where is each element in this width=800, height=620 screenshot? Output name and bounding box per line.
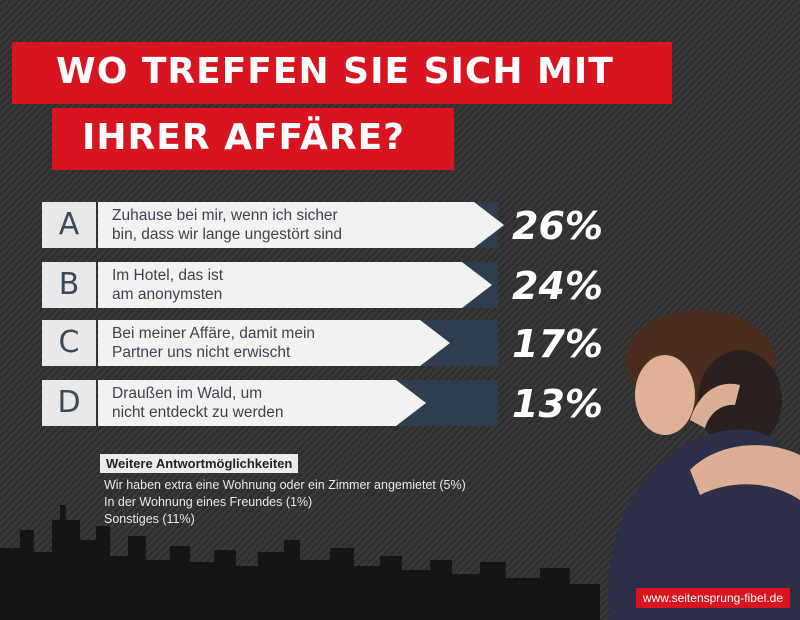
answer-row-b: B Im Hotel, das ist am anonymsten: [42, 262, 498, 308]
more-answer-item: Sonstiges (11%): [104, 512, 195, 526]
percent-label-c: 17%: [512, 322, 603, 366]
answer-line1: Bei meiner Affäre, damit mein: [112, 325, 316, 342]
answer-letter: A: [58, 207, 80, 242]
answer-row-c: C Bei meiner Affäre, damit mein Partner …: [42, 320, 498, 366]
answer-bar: [98, 262, 492, 308]
percent-label-d: 13%: [512, 382, 603, 426]
answer-letter: D: [57, 385, 81, 420]
letter-box: [42, 380, 96, 426]
answer-row-d: D Draußen im Wald, um nicht entdeckt zu …: [42, 380, 498, 426]
more-answer-item: Wir haben extra eine Wohnung oder ein Zi…: [104, 478, 466, 492]
answer-text: Bei meiner Affäre, damit mein Partner un…: [112, 324, 315, 362]
more-answer-item: In der Wohnung eines Freundes (1%): [104, 495, 313, 509]
answer-letter: C: [58, 325, 80, 360]
percent-label-a: 26%: [512, 204, 603, 248]
answer-line1: Im Hotel, das ist: [112, 267, 224, 284]
answer-text: Zuhause bei mir, wenn ich sicher bin, da…: [112, 206, 342, 244]
answer-line1: Draußen im Wald, um: [112, 385, 263, 402]
letter-box: [42, 320, 96, 366]
letter-box: [42, 262, 96, 308]
title-banner-line2: IHRER AFFÄRE?: [52, 108, 454, 170]
answer-line2: nicht entdeckt zu werden: [112, 404, 284, 421]
answer-bar: [98, 320, 450, 366]
answer-text: Draußen im Wald, um nicht entdeckt zu we…: [112, 384, 283, 422]
answer-row-a: A Zuhause bei mir, wenn ich sicher bin, …: [42, 202, 504, 248]
answer-line2: am anonymsten: [112, 286, 223, 303]
answer-letter: B: [58, 267, 80, 302]
more-answers-heading: Weitere Antwortmöglichkeiten: [100, 454, 299, 473]
title-line2: IHRER AFFÄRE?: [82, 117, 406, 158]
answer-line2: Partner uns nicht erwischt: [112, 344, 291, 361]
title-banner-line1: WO TREFFEN SIE SICH MIT: [12, 42, 672, 104]
website-link[interactable]: www.seitensprung-fibel.de: [635, 588, 790, 608]
answer-bar: [98, 202, 504, 248]
answer-line1: Zuhause bei mir, wenn ich sicher: [112, 207, 338, 224]
letter-box: [42, 202, 96, 248]
percent-label-b: 24%: [512, 264, 603, 308]
title-line1: WO TREFFEN SIE SICH MIT: [56, 51, 614, 92]
answer-text: Im Hotel, das ist am anonymsten: [112, 266, 223, 304]
answer-line2: bin, dass wir lange ungestört sind: [112, 226, 343, 243]
answer-bar: [98, 380, 426, 426]
